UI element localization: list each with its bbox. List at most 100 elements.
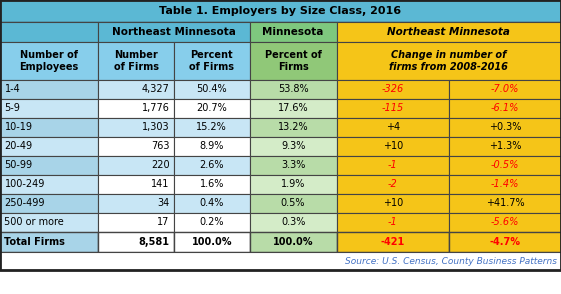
Bar	[337, 22, 561, 42]
Bar	[449, 118, 561, 137]
Bar	[0, 80, 98, 99]
Bar	[98, 232, 174, 252]
Text: -1: -1	[388, 161, 398, 171]
Text: Number of
Employees: Number of Employees	[20, 50, 79, 72]
Text: 17.6%: 17.6%	[278, 103, 309, 113]
Text: 100-249: 100-249	[4, 180, 45, 190]
Text: -6.1%: -6.1%	[491, 103, 519, 113]
Text: 1.9%: 1.9%	[281, 180, 305, 190]
Text: 15.2%: 15.2%	[196, 123, 227, 133]
Bar	[174, 80, 250, 99]
Text: +1.3%: +1.3%	[489, 141, 521, 151]
Bar	[98, 22, 250, 42]
Text: 8.9%: 8.9%	[200, 141, 224, 151]
Bar	[337, 232, 449, 252]
Bar	[174, 194, 250, 213]
Text: 0.2%: 0.2%	[200, 218, 224, 228]
Text: -421: -421	[380, 237, 405, 247]
Text: Source: U.S. Census, County Business Patterns: Source: U.S. Census, County Business Pat…	[344, 256, 557, 265]
Text: 50.4%: 50.4%	[196, 84, 227, 94]
Text: Percent
of Firms: Percent of Firms	[189, 50, 234, 72]
Bar	[174, 118, 250, 137]
Bar	[337, 99, 449, 118]
Bar	[250, 137, 337, 156]
Text: Northeast Minnesota: Northeast Minnesota	[387, 27, 511, 37]
Bar	[174, 42, 250, 80]
Bar	[0, 118, 98, 137]
Bar	[98, 42, 174, 80]
Text: 0.3%: 0.3%	[281, 218, 305, 228]
Text: -326: -326	[381, 84, 404, 94]
Bar	[337, 137, 449, 156]
Text: 17: 17	[157, 218, 169, 228]
Text: 10-19: 10-19	[4, 123, 33, 133]
Bar	[449, 156, 561, 175]
Bar	[0, 22, 98, 42]
Bar	[98, 137, 174, 156]
Bar	[0, 42, 98, 80]
Text: -5.6%: -5.6%	[491, 218, 519, 228]
Text: Northeast Minnesota: Northeast Minnesota	[112, 27, 236, 37]
Bar	[0, 137, 98, 156]
Text: -115: -115	[381, 103, 404, 113]
Text: 0.5%: 0.5%	[281, 198, 305, 208]
Text: -1: -1	[388, 218, 398, 228]
Bar	[337, 118, 449, 137]
Bar	[250, 22, 337, 42]
Bar	[98, 175, 174, 194]
Bar	[174, 156, 250, 175]
Bar	[250, 80, 337, 99]
Bar	[174, 99, 250, 118]
Bar	[98, 213, 174, 232]
Text: -2: -2	[388, 180, 398, 190]
Bar	[0, 156, 98, 175]
Text: 0.4%: 0.4%	[200, 198, 224, 208]
Bar	[98, 194, 174, 213]
Text: +10: +10	[383, 198, 403, 208]
Text: 53.8%: 53.8%	[278, 84, 309, 94]
Bar	[98, 99, 174, 118]
Bar	[98, 118, 174, 137]
Text: Total Firms: Total Firms	[4, 237, 66, 247]
Text: 1,776: 1,776	[141, 103, 169, 113]
Bar	[98, 156, 174, 175]
Text: -1.4%: -1.4%	[491, 180, 519, 190]
Text: 141: 141	[151, 180, 169, 190]
Text: -0.5%: -0.5%	[491, 161, 519, 171]
Bar	[449, 137, 561, 156]
Text: 1-4: 1-4	[4, 84, 20, 94]
Bar	[250, 213, 337, 232]
Text: +0.3%: +0.3%	[489, 123, 521, 133]
Text: -4.7%: -4.7%	[489, 237, 521, 247]
Text: Number
of Firms: Number of Firms	[113, 50, 159, 72]
Text: Change in number of
firms from 2008-2016: Change in number of firms from 2008-2016	[389, 50, 508, 72]
Bar	[337, 156, 449, 175]
Bar	[0, 213, 98, 232]
Bar	[449, 232, 561, 252]
Text: 4,327: 4,327	[141, 84, 169, 94]
Text: 1.6%: 1.6%	[200, 180, 224, 190]
Bar	[174, 175, 250, 194]
Text: 250-499: 250-499	[4, 198, 45, 208]
Bar	[174, 232, 250, 252]
Bar	[250, 156, 337, 175]
Bar	[250, 99, 337, 118]
Bar	[449, 213, 561, 232]
Bar	[250, 42, 337, 80]
Bar	[0, 194, 98, 213]
Bar	[337, 213, 449, 232]
Bar	[337, 194, 449, 213]
Text: 5-9: 5-9	[4, 103, 20, 113]
Text: 763: 763	[151, 141, 169, 151]
Text: 1,303: 1,303	[142, 123, 169, 133]
Text: 500 or more: 500 or more	[4, 218, 65, 228]
Bar	[174, 137, 250, 156]
Text: 20.7%: 20.7%	[196, 103, 227, 113]
Text: 20-49: 20-49	[4, 141, 33, 151]
Bar	[449, 175, 561, 194]
Text: 9.3%: 9.3%	[281, 141, 305, 151]
Bar	[174, 213, 250, 232]
Bar	[449, 80, 561, 99]
Bar	[0, 232, 98, 252]
Bar	[0, 0, 561, 22]
